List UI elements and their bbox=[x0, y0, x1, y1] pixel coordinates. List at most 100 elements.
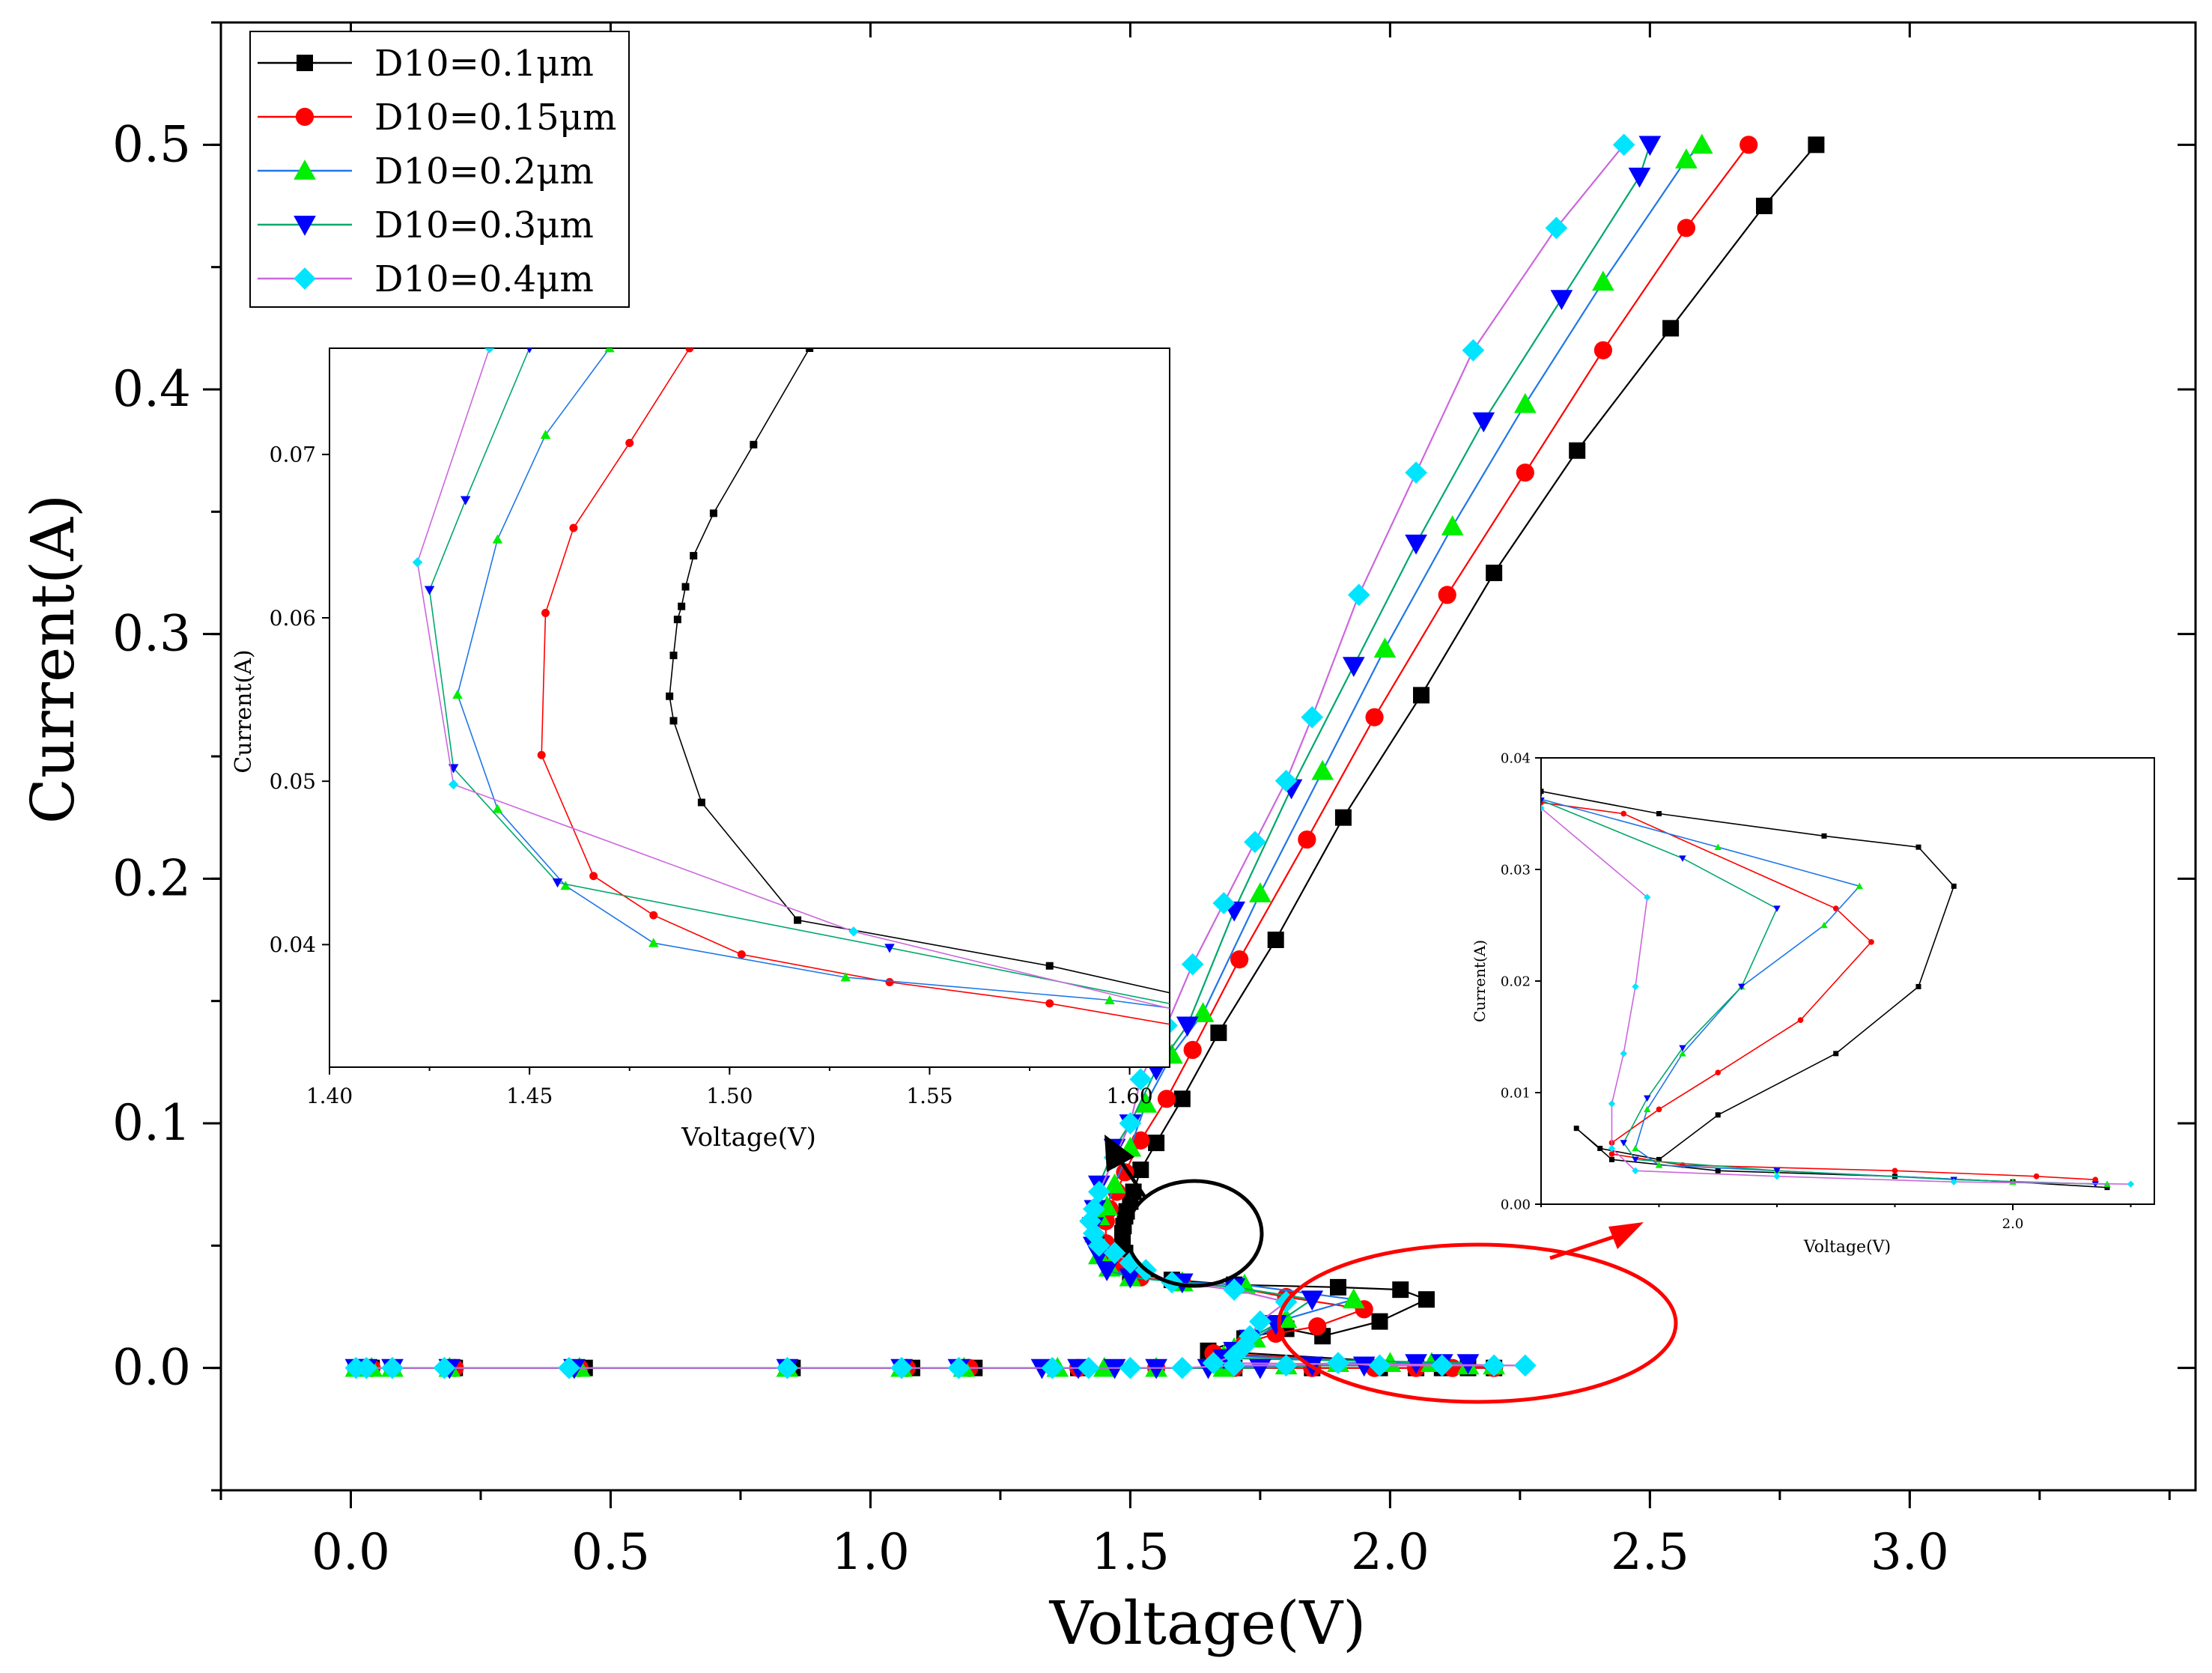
main-plot: 0.0 0.5 1.0 1.5 2.0 2.5 3.0 0.0 0.1 0.2 0.3 0.4 0.5… bbox=[18, 21, 2197, 1658]
inset_right-data-point bbox=[1679, 1045, 1686, 1052]
main-data-point bbox=[1274, 769, 1298, 792]
main-data-point bbox=[1183, 1040, 1202, 1060]
inset_right-data-point bbox=[1715, 1168, 1721, 1173]
main-data-point bbox=[1486, 565, 1503, 581]
main-data-point bbox=[1675, 148, 1698, 168]
main-x-tick-label: 0.5 bbox=[571, 1523, 650, 1581]
inset_right-data-point bbox=[1597, 1146, 1603, 1151]
legend-label: D10=0.4μm bbox=[374, 258, 594, 300]
inset_left-data-point bbox=[492, 534, 503, 544]
main-data-point bbox=[1223, 1278, 1246, 1301]
main-x-tick-label: 2.5 bbox=[1611, 1523, 1689, 1581]
inset_left-y-tick-label: 0.05 bbox=[270, 769, 316, 794]
main-data-point bbox=[1087, 1180, 1110, 1203]
inset-right-x-axis-label: Voltage(V) bbox=[1803, 1238, 1891, 1257]
inset_right-data-point bbox=[2127, 1180, 2135, 1188]
main-data-point bbox=[1132, 1162, 1149, 1179]
legend-label: D10=0.15μm bbox=[374, 97, 616, 139]
inset_left-x-tick-label: 1.55 bbox=[906, 1084, 952, 1108]
inset-left-y-axis-label: Current(A) bbox=[231, 649, 257, 773]
inset_right-data-point bbox=[1821, 833, 1827, 839]
main-data-point bbox=[1462, 338, 1485, 362]
inset_right-data-point bbox=[1868, 939, 1874, 945]
inset_right-data-point bbox=[1620, 1140, 1627, 1147]
main-x-tick-label: 1.5 bbox=[1091, 1523, 1170, 1581]
main-y-axis: 0.0 0.1 0.2 0.3 0.4 0.5 bbox=[112, 21, 2196, 1492]
inset_right-data-point bbox=[1655, 1162, 1663, 1168]
main-x-tick-label: 2.0 bbox=[1351, 1523, 1429, 1581]
main-data-point bbox=[1119, 1112, 1142, 1135]
zoom-arrowhead-red bbox=[1608, 1222, 1644, 1249]
inset_right-data-point bbox=[1773, 1168, 1781, 1175]
main-data-point bbox=[1545, 216, 1568, 240]
inset_left-data-point bbox=[678, 602, 686, 610]
main-data-point bbox=[1438, 586, 1456, 604]
inset-right-series-group bbox=[1541, 789, 2135, 1191]
main-data-point bbox=[1103, 1242, 1126, 1264]
inset_left-data-point bbox=[452, 689, 463, 699]
main-data-point bbox=[1202, 1352, 1225, 1374]
inset_left-data-point bbox=[669, 717, 678, 725]
main-data-point bbox=[1308, 1317, 1327, 1336]
legend-marker bbox=[294, 216, 316, 236]
main-data-point bbox=[1119, 1268, 1142, 1289]
inset_left-series-1 bbox=[666, 348, 1170, 994]
zoom-arrowhead-black bbox=[1105, 1135, 1134, 1172]
inset_left-data-point bbox=[526, 348, 532, 353]
inset-right: 2.0 0.00 0.01 0.02 0.03 0.04 Voltage(V) Curre… bbox=[1471, 750, 2155, 1257]
main-data-point bbox=[1212, 892, 1236, 914]
inset_right-data-point bbox=[1856, 882, 1863, 890]
main-data-point bbox=[1628, 167, 1651, 188]
inset_left-y-tick-label: 0.04 bbox=[270, 932, 316, 957]
legend-box bbox=[249, 31, 630, 308]
inset_right-data-point bbox=[1738, 983, 1745, 991]
main-data-point bbox=[1592, 270, 1614, 291]
inset_left-data-point bbox=[1045, 999, 1054, 1008]
inset_right-data-point bbox=[1773, 1173, 1781, 1180]
inset_left-data-point bbox=[492, 804, 503, 813]
inset_left-data-point bbox=[709, 509, 717, 517]
inset_left-data-point bbox=[673, 616, 681, 624]
inset_right-y-tick-label: 0.02 bbox=[1501, 974, 1531, 989]
main-data-point bbox=[1210, 1024, 1227, 1042]
main-data-point bbox=[1249, 882, 1271, 902]
main-data-point bbox=[1808, 136, 1825, 154]
inset-right-frame bbox=[1540, 757, 2155, 1205]
inset_right-series-line bbox=[1541, 807, 2131, 1185]
inset_right-y-tick-label: 0.04 bbox=[1501, 750, 1531, 766]
inset_right-data-point bbox=[1820, 921, 1828, 929]
main-data-point bbox=[1329, 1278, 1346, 1296]
legend-label: D10=0.1μm bbox=[374, 43, 594, 85]
main-y-tick-label: 0.3 bbox=[112, 605, 191, 663]
inset_left-data-point bbox=[884, 944, 895, 953]
inset-right-y-axis-label: Current(A) bbox=[1471, 940, 1489, 1022]
main-data-point bbox=[1373, 637, 1397, 658]
inset_right-data-point bbox=[1679, 1050, 1686, 1057]
inset_right-y-tick-label: 0.00 bbox=[1501, 1197, 1531, 1212]
inset_left-data-point bbox=[737, 950, 746, 959]
inset_left-data-point bbox=[840, 972, 851, 982]
main-data-point bbox=[1342, 1288, 1365, 1309]
main-data-point bbox=[1513, 1354, 1537, 1377]
annotations bbox=[1105, 1135, 1678, 1404]
main-data-point bbox=[433, 1356, 456, 1379]
main-data-point bbox=[1430, 1354, 1453, 1377]
main-x-tick-label: 1.0 bbox=[831, 1523, 910, 1581]
inset_left-data-point bbox=[448, 779, 459, 790]
inset_left-y-tick-label: 0.07 bbox=[270, 443, 316, 467]
main-x-axis: 0.0 0.5 1.0 1.5 2.0 2.5 3.0 bbox=[219, 22, 2171, 1581]
inset_right-series-4 bbox=[1541, 797, 2099, 1188]
inset_right-data-point bbox=[1656, 1106, 1662, 1113]
inset-left-x-axis-label: Voltage(V) bbox=[681, 1123, 816, 1153]
main-data-point bbox=[1690, 133, 1713, 154]
inset_left-series-2 bbox=[537, 348, 1170, 1025]
main-data-point bbox=[1170, 1356, 1194, 1379]
inset-left-series-group bbox=[412, 348, 1170, 1025]
main-data-point bbox=[1483, 1354, 1506, 1377]
main-data-point bbox=[1082, 1197, 1105, 1221]
main-data-point bbox=[355, 1356, 378, 1379]
main-data-point bbox=[1249, 1310, 1271, 1333]
main-data-point bbox=[1103, 1173, 1126, 1194]
legend-label: D10=0.2μm bbox=[374, 151, 594, 192]
